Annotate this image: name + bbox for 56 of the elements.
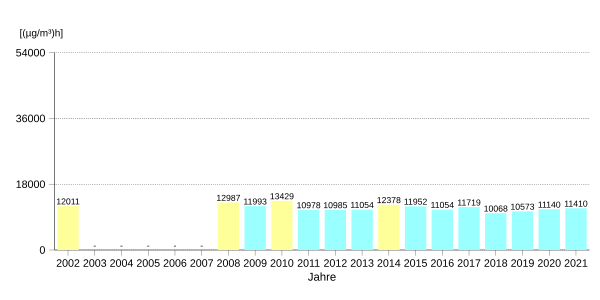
x-tick-label: 2002: [56, 259, 80, 267]
bar: [244, 206, 266, 250]
bar: [458, 207, 480, 250]
data-label: 10068: [484, 205, 508, 212]
data-label: 11054: [351, 202, 374, 208]
x-tick-label: 2012: [324, 259, 347, 267]
x-tick-label: 2004: [110, 259, 134, 267]
data-label: 12378: [377, 197, 400, 204]
x-tick-label: 2003: [83, 259, 106, 267]
data-label: 10573: [511, 204, 534, 210]
bar: [512, 211, 534, 250]
x-tick-label: 2020: [538, 259, 561, 267]
x-tick-label: 2017: [458, 259, 480, 267]
data-label: 13429: [270, 193, 294, 200]
data-label: 10985: [324, 202, 348, 208]
data-label: 11993: [244, 198, 267, 205]
data-label: 11410: [564, 200, 588, 207]
x-tick-label: 2019: [511, 259, 534, 267]
bar: [404, 206, 426, 250]
bar: [324, 210, 346, 250]
bar: [298, 210, 320, 250]
bar: [57, 206, 79, 250]
bar: [485, 213, 506, 250]
x-tick-label: 2007: [190, 259, 214, 267]
y-tick-label: 54000: [16, 48, 45, 56]
bar: [538, 209, 560, 250]
y-axis-title: [(µg/m³)h]: [20, 29, 62, 38]
x-axis-title: Jahre: [308, 272, 336, 281]
x-tick-label: 2013: [350, 259, 374, 267]
y-tick-label: 0: [40, 246, 45, 254]
x-tick-label: 2015: [404, 259, 427, 267]
data-label: 11054: [431, 202, 454, 208]
x-tick-label: 2006: [164, 259, 186, 267]
x-tick-label: 2009: [244, 259, 267, 267]
data-label: 11719: [458, 199, 480, 206]
x-tick-label: 2011: [298, 259, 320, 267]
x-tick-label: 2005: [136, 259, 160, 267]
data-label: 12011: [56, 198, 80, 205]
y-tick-label: 36000: [16, 114, 45, 122]
x-tick-label: 2008: [217, 259, 240, 267]
x-tick-label: 2014: [378, 259, 400, 267]
x-tick-label: 2010: [270, 259, 294, 267]
y-tick-label: 18000: [16, 180, 45, 188]
data-label: 11140: [538, 202, 560, 208]
bar: [218, 202, 240, 250]
bar: [378, 204, 400, 250]
x-tick-label: 2018: [484, 259, 508, 267]
bar: [351, 210, 373, 250]
bar: [565, 208, 587, 250]
bar: [432, 210, 453, 250]
x-tick-label: 2021: [564, 259, 588, 267]
x-tick-label: 2016: [430, 259, 454, 267]
bar: [271, 200, 293, 250]
data-label: 10978: [297, 202, 320, 208]
data-label: 12987: [217, 194, 240, 201]
data-label: 11952: [404, 198, 427, 205]
